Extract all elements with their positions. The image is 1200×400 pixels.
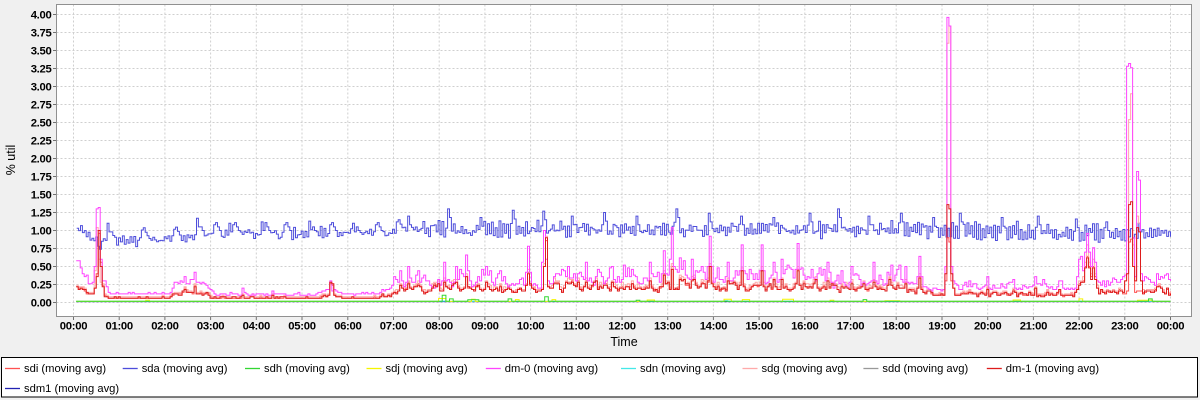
svg-text:18:00: 18:00 bbox=[882, 321, 909, 333]
svg-text:1.25: 1.25 bbox=[31, 208, 52, 220]
svg-text:10:00: 10:00 bbox=[517, 321, 544, 333]
svg-text:19:00: 19:00 bbox=[928, 321, 955, 333]
svg-text:03:00: 03:00 bbox=[197, 321, 224, 333]
svg-text:14:00: 14:00 bbox=[700, 321, 727, 333]
svg-text:sdg (moving avg): sdg (moving avg) bbox=[762, 363, 848, 375]
svg-text:3.25: 3.25 bbox=[31, 64, 52, 76]
svg-text:08:00: 08:00 bbox=[425, 321, 452, 333]
svg-text:13:00: 13:00 bbox=[654, 321, 681, 333]
svg-text:15:00: 15:00 bbox=[745, 321, 772, 333]
svg-text:% util: % util bbox=[4, 145, 18, 176]
svg-text:3.00: 3.00 bbox=[31, 82, 52, 94]
svg-text:sdh (moving avg): sdh (moving avg) bbox=[264, 363, 350, 375]
svg-text:12:00: 12:00 bbox=[608, 321, 635, 333]
svg-text:00:00: 00:00 bbox=[1157, 321, 1184, 333]
svg-text:dm-1 (moving avg): dm-1 (moving avg) bbox=[1006, 363, 1100, 375]
svg-text:09:00: 09:00 bbox=[471, 321, 498, 333]
svg-text:Time: Time bbox=[610, 335, 637, 349]
svg-text:4.00: 4.00 bbox=[31, 10, 52, 22]
svg-text:07:00: 07:00 bbox=[380, 321, 407, 333]
svg-text:22:00: 22:00 bbox=[1065, 321, 1092, 333]
svg-text:16:00: 16:00 bbox=[791, 321, 818, 333]
svg-text:17:00: 17:00 bbox=[837, 321, 864, 333]
svg-text:1.50: 1.50 bbox=[31, 190, 52, 202]
svg-text:00:00: 00:00 bbox=[60, 321, 87, 333]
svg-text:0.25: 0.25 bbox=[31, 280, 52, 292]
svg-text:1.75: 1.75 bbox=[31, 172, 52, 184]
svg-text:0.00: 0.00 bbox=[31, 298, 52, 310]
svg-text:11:00: 11:00 bbox=[563, 321, 590, 333]
svg-text:dm-0 (moving avg): dm-0 (moving avg) bbox=[505, 363, 599, 375]
svg-text:2.50: 2.50 bbox=[31, 118, 52, 130]
svg-text:2.25: 2.25 bbox=[31, 136, 52, 148]
svg-text:0.50: 0.50 bbox=[31, 262, 52, 274]
svg-text:21:00: 21:00 bbox=[1020, 321, 1047, 333]
svg-text:06:00: 06:00 bbox=[334, 321, 361, 333]
svg-text:sdj (moving avg): sdj (moving avg) bbox=[386, 363, 468, 375]
svg-text:sdm1 (moving avg): sdm1 (moving avg) bbox=[24, 383, 119, 395]
svg-text:20:00: 20:00 bbox=[974, 321, 1001, 333]
svg-text:sdn (moving avg): sdn (moving avg) bbox=[640, 363, 726, 375]
svg-text:02:00: 02:00 bbox=[151, 321, 178, 333]
svg-text:1.00: 1.00 bbox=[31, 226, 52, 238]
svg-text:01:00: 01:00 bbox=[105, 321, 132, 333]
svg-text:sdd (moving avg): sdd (moving avg) bbox=[882, 363, 968, 375]
svg-text:sdi (moving avg): sdi (moving avg) bbox=[24, 363, 106, 375]
svg-text:2.00: 2.00 bbox=[31, 154, 52, 166]
svg-text:3.75: 3.75 bbox=[31, 28, 52, 40]
svg-text:3.50: 3.50 bbox=[31, 46, 52, 58]
svg-text:23:00: 23:00 bbox=[1111, 321, 1138, 333]
svg-text:sda (moving avg): sda (moving avg) bbox=[142, 363, 228, 375]
svg-text:05:00: 05:00 bbox=[288, 321, 315, 333]
svg-text:04:00: 04:00 bbox=[243, 321, 270, 333]
svg-text:2.75: 2.75 bbox=[31, 100, 52, 112]
svg-text:0.75: 0.75 bbox=[31, 244, 52, 256]
